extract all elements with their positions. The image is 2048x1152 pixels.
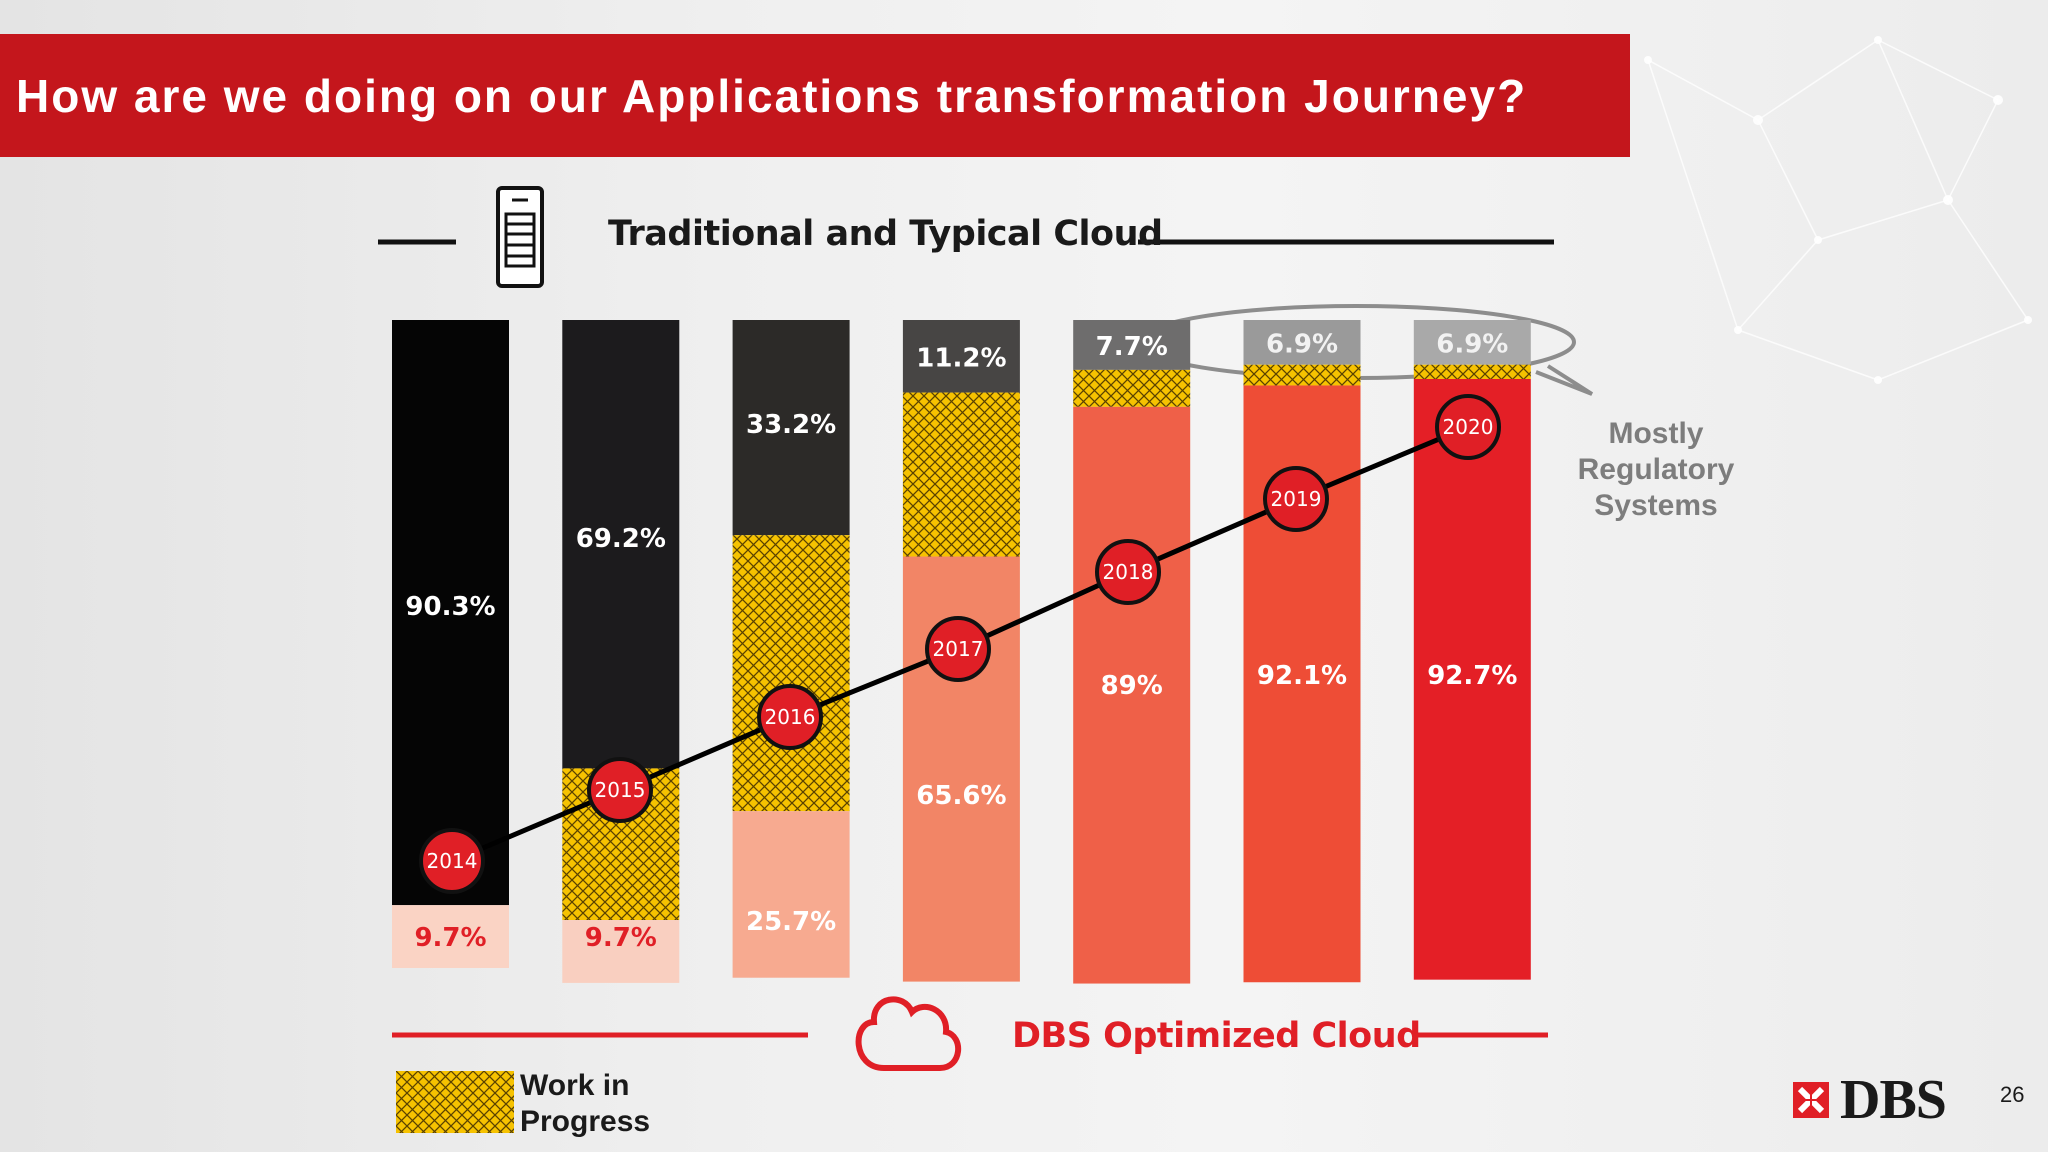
label-traditional-2018: 7.7% bbox=[1096, 332, 1168, 362]
logo-text: DBS bbox=[1840, 1069, 1947, 1131]
trend-marker-2015 bbox=[587, 757, 653, 823]
dbs-logo-icon bbox=[1793, 1082, 1829, 1118]
legend-swatch-wip bbox=[396, 1071, 514, 1133]
legend-label-line: Progress bbox=[520, 1105, 651, 1138]
trend-marker-2019 bbox=[1263, 466, 1329, 532]
trend-marker-2017 bbox=[925, 616, 991, 682]
label-optimized-2019: 92.1% bbox=[1257, 661, 1347, 691]
label-optimized-2016: 25.7% bbox=[746, 907, 836, 937]
trend-marker-2020 bbox=[1435, 394, 1501, 460]
bar-optimized-2015 bbox=[562, 920, 680, 983]
trend-marker-label-2019: 2019 bbox=[1271, 487, 1322, 511]
trend-marker-label-2014: 2014 bbox=[427, 849, 478, 873]
bar-wip-2016 bbox=[732, 535, 850, 812]
trend-marker-label-2015: 2015 bbox=[595, 778, 646, 802]
network-decoration bbox=[1644, 36, 2032, 384]
legend-label: Work in Progress bbox=[520, 1068, 680, 1140]
bar-traditional-2017 bbox=[902, 320, 1020, 393]
title-banner: How are we doing on our Applications tra… bbox=[0, 34, 1630, 157]
trend-marker-label-2017: 2017 bbox=[933, 637, 984, 661]
bar-wip-2018 bbox=[1073, 369, 1191, 407]
label-traditional-2016: 33.2% bbox=[746, 410, 836, 440]
label-traditional-2014: 90.3% bbox=[405, 592, 495, 622]
legend-label-line: Work in bbox=[520, 1069, 630, 1102]
annotation-line: Mostly bbox=[1608, 417, 1704, 450]
bar-wip-2020 bbox=[1413, 364, 1531, 379]
bar-traditional-2014 bbox=[392, 320, 509, 906]
label-optimized-2017: 65.6% bbox=[916, 781, 1006, 811]
bar-wip-2017 bbox=[902, 392, 1020, 557]
dbs-logo: DBS bbox=[1788, 1068, 1947, 1132]
callout-pointer bbox=[1535, 364, 1594, 396]
trend-marker-label-2016: 2016 bbox=[765, 705, 816, 729]
page-number: 26 bbox=[2000, 1082, 2025, 1107]
bottom-heading: DBS Optimized Cloud bbox=[1012, 1016, 1421, 1056]
top-heading: Traditional and Typical Cloud bbox=[608, 214, 1163, 254]
bar-traditional-2016 bbox=[732, 320, 850, 536]
bar-optimized-2018 bbox=[1073, 406, 1191, 984]
label-traditional-2015: 69.2% bbox=[576, 524, 666, 554]
bar-traditional-2019 bbox=[1243, 320, 1361, 365]
trend-marker-2014 bbox=[419, 828, 485, 894]
annotation-line: Systems bbox=[1594, 489, 1718, 522]
label-traditional-2020: 6.9% bbox=[1436, 329, 1508, 359]
trend-marker-2018 bbox=[1095, 539, 1161, 605]
label-traditional-2019: 6.9% bbox=[1266, 329, 1338, 359]
cloud-icon bbox=[855, 996, 962, 1071]
server-icon bbox=[496, 186, 544, 288]
annotation-text: Mostly Regulatory Systems bbox=[1556, 416, 1756, 524]
bar-optimized-2016 bbox=[732, 811, 850, 978]
trend-marker-label-2018: 2018 bbox=[1103, 560, 1154, 584]
label-optimized-2020: 92.7% bbox=[1427, 661, 1517, 691]
annotation-line: Regulatory bbox=[1577, 453, 1735, 486]
label-optimized-2018: 89% bbox=[1101, 671, 1163, 701]
bar-traditional-2020 bbox=[1413, 320, 1531, 365]
label-optimized-2014: 9.7% bbox=[414, 923, 486, 953]
trend-marker-label-2020: 2020 bbox=[1443, 415, 1494, 439]
bar-traditional-2015 bbox=[562, 320, 680, 769]
trend-marker-2016 bbox=[757, 684, 823, 750]
bar-optimized-2014 bbox=[392, 905, 509, 968]
bar-optimized-2020 bbox=[1413, 378, 1531, 980]
bar-wip-2019 bbox=[1243, 364, 1361, 386]
slide-title: How are we doing on our Applications tra… bbox=[16, 69, 1528, 122]
label-traditional-2017: 11.2% bbox=[916, 343, 1006, 373]
bar-traditional-2018 bbox=[1073, 320, 1191, 370]
label-optimized-2015: 9.7% bbox=[585, 923, 657, 953]
